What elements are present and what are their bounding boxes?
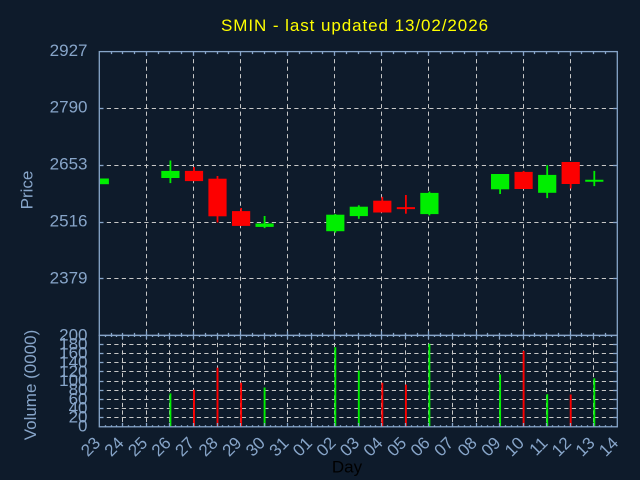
svg-text:0: 0 (78, 417, 87, 436)
svg-text:2516: 2516 (50, 212, 88, 231)
svg-text:200: 200 (59, 325, 87, 344)
svg-text:140: 140 (59, 353, 87, 372)
svg-text:160: 160 (59, 344, 87, 363)
svg-text:Volume (0000): Volume (0000) (21, 330, 40, 441)
svg-text:100: 100 (59, 371, 87, 390)
svg-text:2379: 2379 (50, 268, 88, 287)
svg-text:2927: 2927 (50, 41, 88, 60)
svg-text:60: 60 (69, 389, 88, 408)
svg-text:2790: 2790 (50, 98, 88, 117)
svg-text:Price: Price (18, 171, 37, 210)
svg-text:20: 20 (69, 408, 88, 427)
svg-text:120: 120 (59, 362, 87, 381)
svg-text:180: 180 (59, 334, 87, 353)
svg-text:SMIN - last updated 13/02/2026: SMIN - last updated 13/02/2026 (221, 16, 489, 35)
svg-text:Day: Day (332, 457, 363, 476)
svg-text:80: 80 (69, 380, 88, 399)
svg-text:2653: 2653 (50, 155, 88, 174)
svg-text:40: 40 (69, 398, 88, 417)
